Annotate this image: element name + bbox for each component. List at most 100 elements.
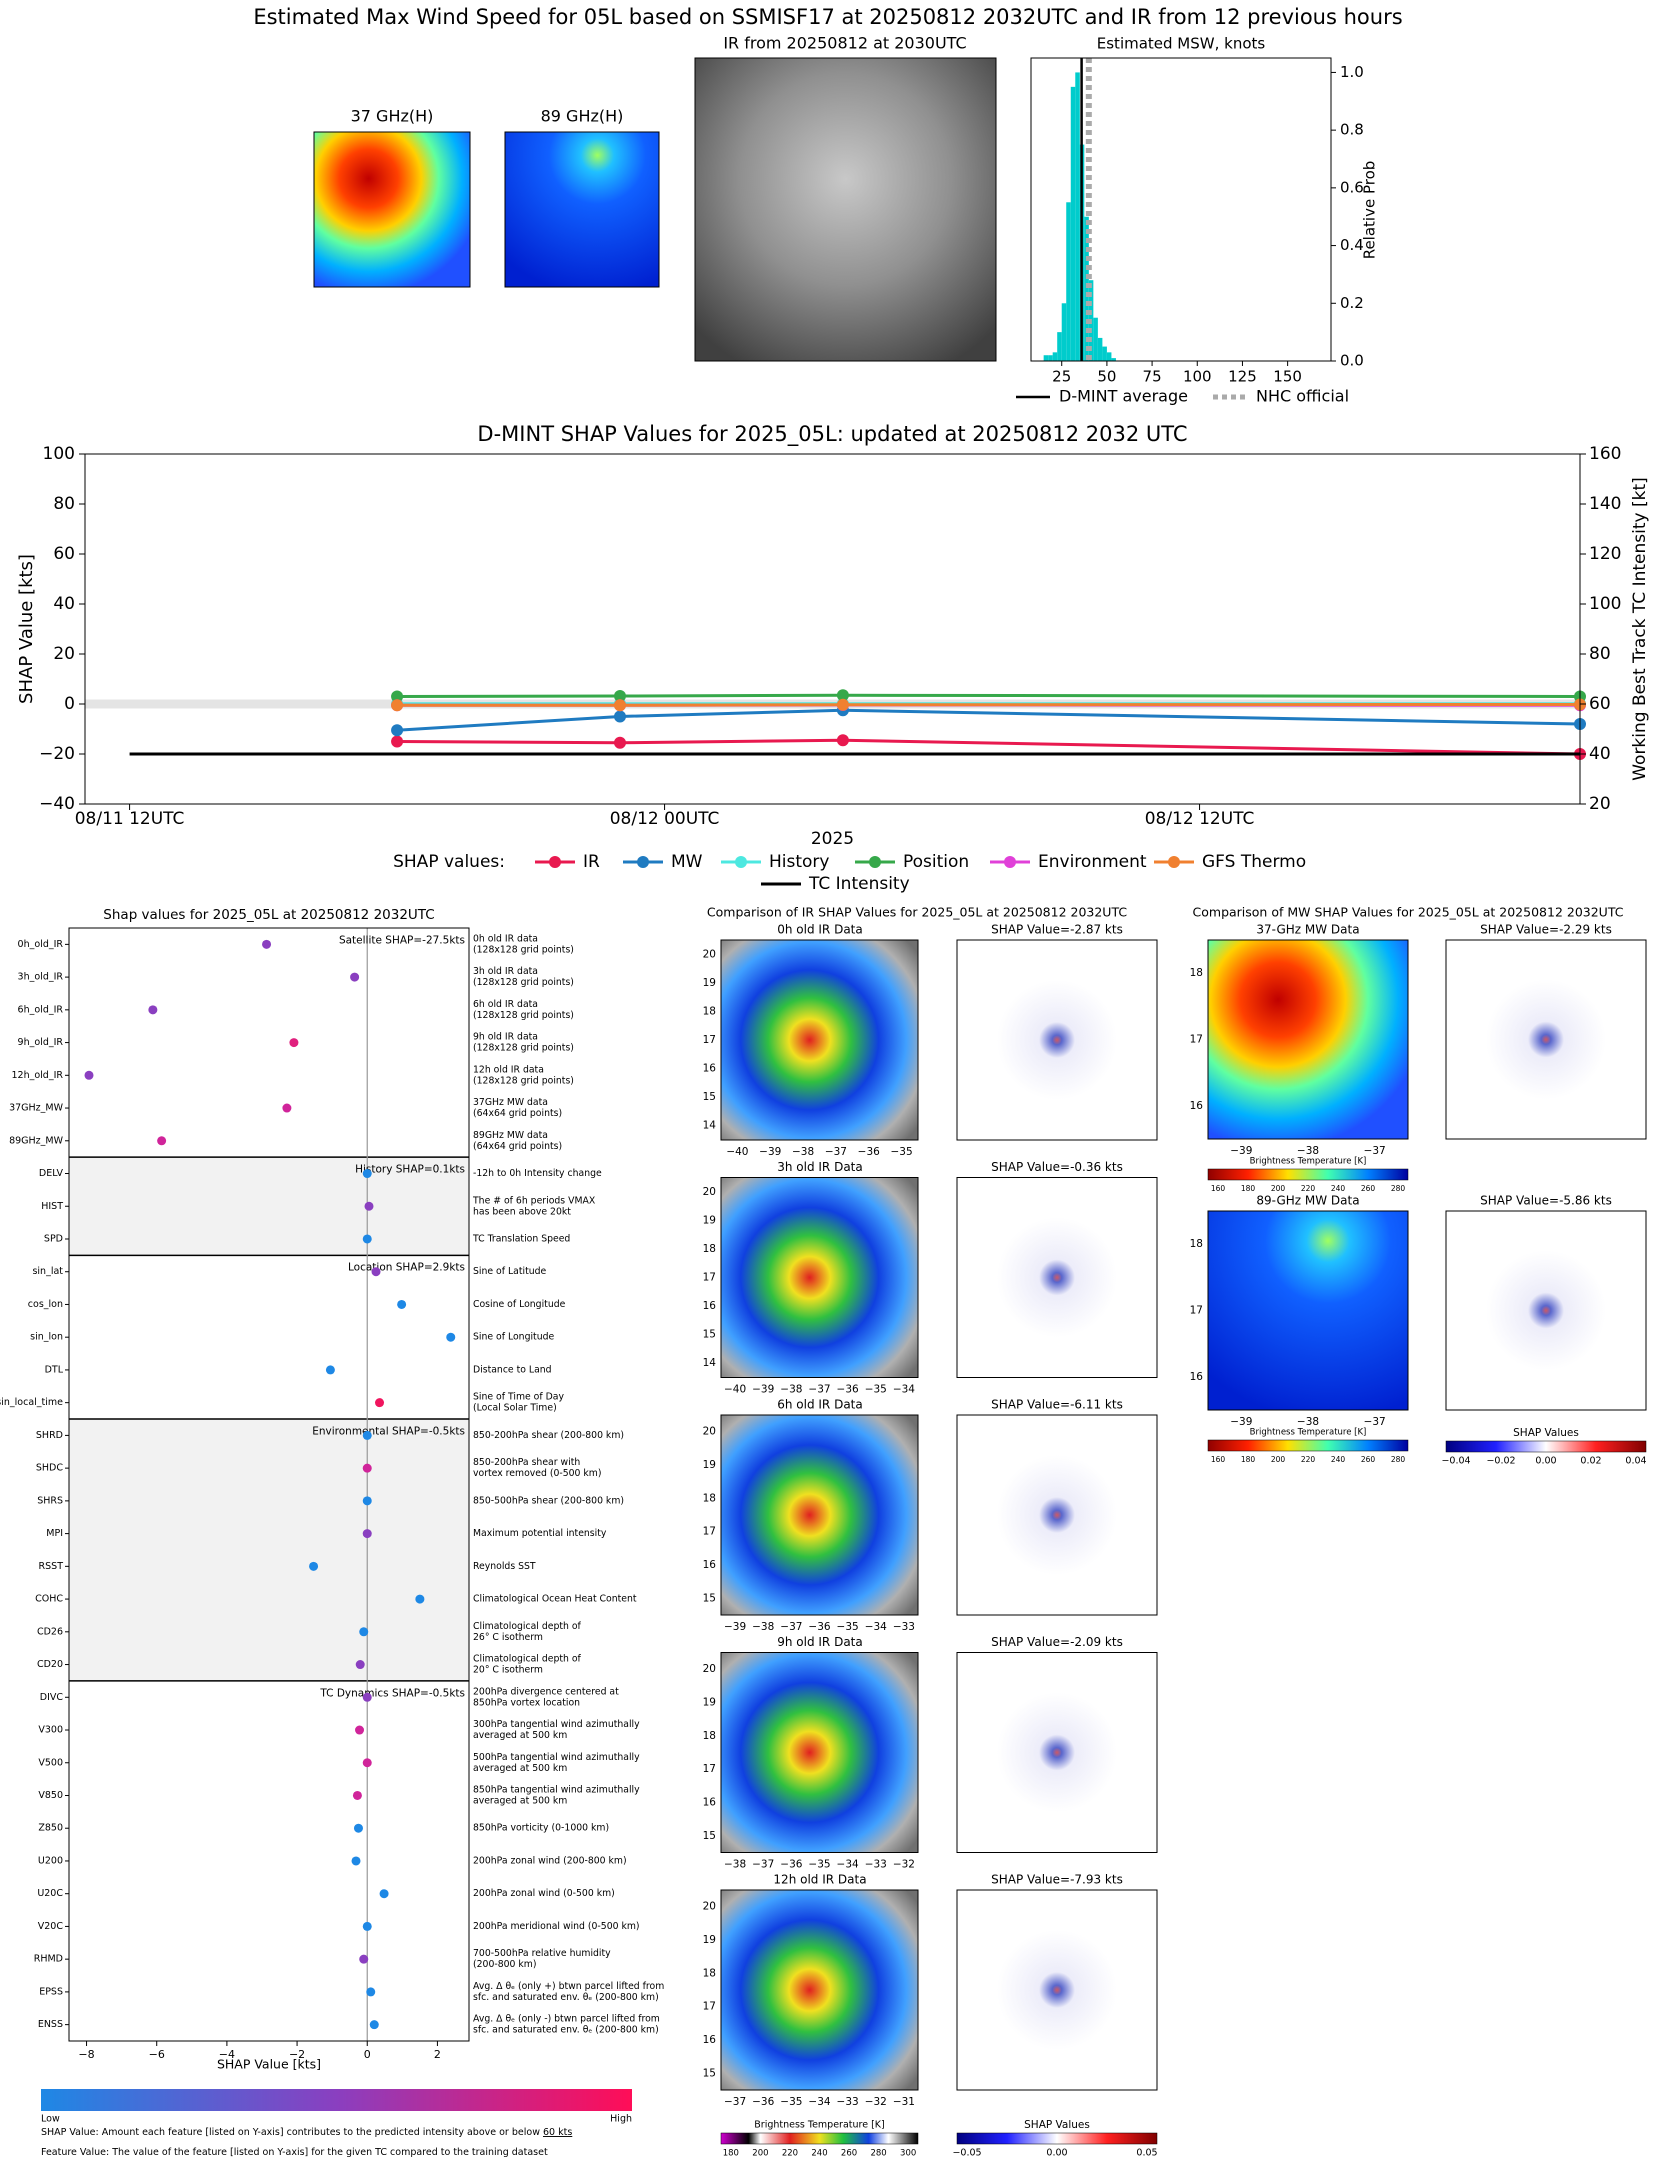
legend-label: Position: [903, 852, 969, 872]
feature-name: cos_lon: [28, 1299, 63, 1310]
feature-description: averaged at 500 km: [473, 1795, 567, 1806]
footnote-text: SHAP Value: Amount each feature [listed …: [41, 2127, 543, 2138]
colorbar-label: Brightness Temperature [K]: [1250, 1157, 1367, 1167]
hist-bar: [1102, 346, 1107, 361]
feature-description: TC Translation Speed: [472, 1233, 570, 1244]
y2-tick-label: 80: [1589, 644, 1611, 664]
y-tick-label: 100: [43, 444, 75, 464]
feature-name: CD20: [37, 1659, 63, 1670]
image-x-tick: −34: [837, 1859, 859, 1871]
colorbar: [1207, 1168, 1409, 1181]
feature-name: V20C: [38, 1921, 64, 1932]
feature-description: Maximum potential intensity: [473, 1528, 607, 1539]
feature-description: Avg. Δ θₑ (only +) btwn parcel lifted fr…: [473, 1981, 664, 1992]
colorbar: [956, 2132, 1158, 2145]
image-x-tick: −35: [837, 1621, 859, 1633]
image-y-tick: 17: [703, 1272, 716, 1284]
feature-description: 3h old IR data: [473, 966, 538, 977]
shap-pattern: [997, 1217, 1117, 1338]
image-title: IR from 20250812 at 2030UTC: [723, 34, 966, 53]
legend-marker: [735, 856, 747, 868]
image-x-tick: −38: [1297, 1416, 1319, 1428]
y2-tick-label: 60: [1589, 694, 1611, 714]
image-y-tick: 17: [703, 2001, 716, 2013]
y-tick-label: 0.0: [1340, 352, 1364, 370]
shap-point: [355, 1660, 365, 1670]
x-tick-label: 150: [1273, 368, 1302, 386]
shap-point: [366, 1987, 376, 1997]
feature-description: Cosine of Longitude: [473, 1299, 566, 1310]
x-tick-label: 08/11 12UTC: [75, 809, 185, 829]
image-37ghz: [313, 131, 471, 288]
image-title: 89 GHz(H): [541, 107, 624, 126]
feature-description: Sine of Longitude: [473, 1332, 554, 1343]
image-y-tick: 17: [703, 1763, 716, 1775]
colorbar-tick: 240: [811, 2149, 827, 2158]
shap-point: [355, 1725, 365, 1735]
feature-description: 26° C isotherm: [473, 1632, 543, 1643]
shap-point: [362, 1463, 372, 1473]
colorbar-tick: 200: [752, 2149, 768, 2158]
feature-name: 3h_old_IR: [18, 972, 64, 983]
feature-description: Sine of Time of Day: [473, 1392, 564, 1403]
x-tick-label: 100: [1183, 368, 1212, 386]
colorbar-tick: 200: [1271, 1455, 1286, 1464]
y2-tick-label: 160: [1589, 444, 1621, 464]
image-y-tick: 15: [703, 1830, 716, 1842]
shap-point: [379, 1889, 389, 1899]
footnote: Feature Value: The value of the feature …: [41, 2147, 548, 2158]
feature-name: 0h_old_IR: [18, 939, 64, 950]
image-x-tick: −39: [1230, 1416, 1252, 1428]
colorbar-tick: 0.00: [1535, 1456, 1556, 1467]
image-y-tick: 18: [703, 1967, 716, 1979]
series-line: [397, 738, 1581, 756]
page-title: Estimated Max Wind Speed for 05L based o…: [253, 5, 1402, 29]
ir-image: [720, 1889, 919, 2091]
colorbar-tick: 0.00: [1046, 2148, 1067, 2158]
y2-tick-label: 40: [1589, 744, 1611, 764]
feature-description: Climatological depth of: [473, 1621, 582, 1632]
section-title: Comparison of IR SHAP Values for 2025_05…: [707, 905, 1127, 920]
footnote-text: Feature Value: The value of the feature …: [41, 2147, 548, 2158]
image-x-tick: −34: [893, 1384, 915, 1396]
group-label: Satellite SHAP=-27.5kts: [339, 934, 465, 946]
legend-marker: [1004, 856, 1016, 868]
legend-marker: [637, 856, 649, 868]
y-tick-label: 60: [53, 544, 75, 564]
series-point: [391, 690, 404, 703]
shap-point: [352, 1790, 362, 1800]
shap-point: [369, 2020, 379, 2030]
feature-description: 0h old IR data: [473, 933, 538, 944]
colorbar: [1445, 1440, 1647, 1453]
group-label: Environmental SHAP=-0.5kts: [312, 1425, 465, 1437]
x-tick-label: 50: [1097, 368, 1116, 386]
image-x-tick: −35: [865, 1384, 887, 1396]
footnote: SHAP Value: Amount each feature [listed …: [41, 2127, 572, 2138]
feature-description: 37GHz MW data: [473, 1097, 548, 1108]
image-x-tick: −39: [724, 1621, 746, 1633]
feature-name: sin_lon: [30, 1332, 63, 1343]
y2-tick-label: 120: [1589, 544, 1621, 564]
shap-point: [148, 1005, 158, 1015]
hist-bar: [1061, 303, 1067, 361]
feature-description: (64x64 grid points): [473, 1108, 562, 1119]
image-y-tick: 16: [703, 2034, 717, 2046]
feature-description: Reynolds SST: [473, 1561, 536, 1572]
ir-image: [720, 1177, 919, 1378]
panel-title: SHAP Value=-0.36 kts: [991, 1160, 1123, 1174]
legend-label: TC Intensity: [808, 874, 910, 894]
image-x-tick: −35: [890, 1146, 912, 1158]
image-y-tick: 16: [703, 1300, 717, 1312]
panel-title: SHAP Value=-5.86 kts: [1480, 1194, 1612, 1208]
image-y-tick: 14: [703, 1120, 717, 1132]
y-tick-label: 0.6: [1340, 178, 1364, 196]
feature-name: COHC: [35, 1594, 63, 1605]
x-tick-label: 75: [1143, 368, 1162, 386]
image-x-tick: −35: [780, 2096, 802, 2108]
image-x-tick: −37: [808, 1384, 830, 1396]
y2-axis-label: Working Best Track TC Intensity [kt]: [1630, 477, 1650, 781]
colorbar-label: SHAP Values: [1513, 1427, 1579, 1439]
image-y-tick: 19: [703, 977, 716, 989]
chart-title: Estimated MSW, knots: [1097, 35, 1266, 53]
image-x-tick: −38: [792, 1146, 814, 1158]
